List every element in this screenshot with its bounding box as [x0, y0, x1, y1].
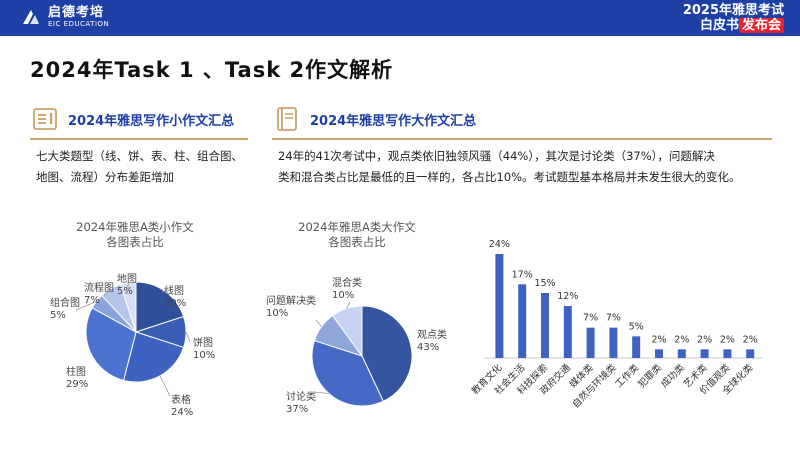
- bar-10: [723, 349, 732, 358]
- eic-logo-icon: [23, 10, 39, 24]
- pie1-pct-0: 20%: [164, 298, 186, 309]
- pie1-pct-2: 24%: [171, 407, 193, 418]
- event-title-line2: 白皮书 发布会: [683, 18, 784, 34]
- header-bar: 启德考培 EIC EDUCATION 2025年雅思考试 白皮书 发布会: [0, 0, 800, 36]
- bar-5: [609, 327, 618, 358]
- pie1-label-4: 组合图: [50, 296, 80, 309]
- bar-value-label-9: 2%: [697, 334, 712, 345]
- pie1-label-5: 流程图: [84, 281, 114, 294]
- bar-value-label-6: 5%: [629, 321, 644, 332]
- bar-1: [518, 284, 527, 358]
- pie2-pct-2: 10%: [266, 308, 288, 319]
- bar-value-label-3: 12%: [557, 291, 578, 302]
- event-badge-launch: 发布会: [738, 18, 784, 33]
- pie1-label-2: 表格: [171, 393, 191, 406]
- section-header-task1: 2024年雅思写作小作文汇总: [30, 104, 248, 140]
- task2-pie-title: 2024年雅思A类大作文 各图表占比: [282, 220, 432, 250]
- logo-cn-text: 启德考培: [48, 5, 105, 20]
- pie1-pct-6: 5%: [117, 286, 133, 297]
- pie2-label-2: 问题解决类: [266, 294, 316, 307]
- pie1-leader-2: [159, 375, 171, 397]
- pie2-label-0: 观点类: [417, 328, 447, 341]
- pie2-label-1: 讨论类: [286, 390, 316, 403]
- bar-6: [632, 336, 641, 358]
- pie2-leader-1: [313, 391, 329, 394]
- task1-pie-title: 2024年雅思A类小作文 各图表占比: [60, 220, 210, 250]
- pie1-pct-3: 29%: [66, 379, 88, 390]
- task2-pie-title-line2: 各图表占比: [328, 235, 386, 249]
- pie2-leader-2: [315, 319, 322, 327]
- bar-value-label-8: 2%: [674, 334, 689, 345]
- task1-desc-line1: 七大类题型（线、饼、表、柱、组合图、: [36, 149, 243, 163]
- bar-value-label-0: 24%: [489, 239, 510, 250]
- list-doc-icon: [33, 108, 57, 130]
- pie2-pct-0: 43%: [417, 342, 439, 353]
- logo-en-text: EIC EDUCATION: [48, 20, 110, 28]
- pie2-slice-1: [311, 339, 384, 407]
- bar-value-label-11: 2%: [743, 334, 758, 345]
- bar-value-label-5: 7%: [606, 313, 621, 324]
- task2-desc-line2: 类和混合类占比是最低的且一样的，各占比10%。考试题型基本格局并未发生很大的变化…: [278, 170, 741, 184]
- pie1-pct-5: 7%: [84, 295, 100, 306]
- pie1-pct-4: 5%: [50, 310, 66, 321]
- bar-category-label-8: 成功类: [658, 361, 687, 390]
- section-header-task2: 2024年雅思写作大作文汇总: [272, 104, 772, 140]
- task2-description: 24年的41次考试中，观点类依旧独领风骚（44%），其次是讨论类（37%），问题…: [278, 146, 778, 188]
- pie1-leader-4: [75, 300, 97, 311]
- pie1-leader-5: [103, 288, 111, 297]
- task1-desc-line2: 地图、流程）分布差距增加: [36, 170, 174, 184]
- section-title-task1: 2024年雅思写作小作文汇总: [68, 114, 235, 129]
- pie1-pct-1: 10%: [193, 350, 215, 361]
- bar-0: [495, 254, 504, 358]
- bar-category-label-7: 犯罪类: [635, 361, 664, 390]
- pie1-label-6: 地图: [117, 272, 137, 285]
- event-title: 2025年雅思考试 白皮书 发布会: [683, 3, 784, 34]
- task1-pie-title-line1: 2024年雅思A类小作文: [76, 220, 194, 234]
- task2-topic-bar-chart: 24%教育文化17%社会生活15%科技探索12%政府交通7%媒体类7%自然与环境…: [470, 239, 762, 410]
- pie1-label-0: 线图: [164, 284, 184, 297]
- task1-description: 七大类题型（线、饼、表、柱、组合图、 地图、流程）分布差距增加: [36, 146, 264, 188]
- bar-category-label-6: 工作类: [613, 361, 642, 390]
- bar-7: [655, 349, 663, 358]
- event-title-whitepaper: 白皮书: [699, 18, 739, 33]
- pie1-label-1: 饼图: [193, 336, 213, 349]
- pie2-label-3: 混合类: [332, 276, 362, 289]
- brand-logo: 启德考培 EIC EDUCATION: [20, 6, 109, 28]
- pie1-leader-1: [185, 331, 191, 343]
- page-title: 2024年Task 1 、Task 2作文解析: [30, 58, 394, 82]
- pie1-slice-3: [85, 307, 137, 382]
- bar-8: [677, 349, 686, 358]
- task2-pie-title-line1: 2024年雅思A类大作文: [298, 220, 416, 234]
- bar-3: [563, 306, 572, 358]
- pie2-pct-1: 37%: [286, 404, 308, 415]
- pie1-label-3: 柱图: [66, 365, 86, 378]
- section-title-task2: 2024年雅思写作大作文汇总: [310, 114, 477, 129]
- task2-desc-line1: 24年的41次考试中，观点类依旧独领风骚（44%），其次是讨论类（37%），问题…: [278, 149, 715, 163]
- bar-9: [700, 349, 709, 358]
- task1-pie-title-line2: 各图表占比: [106, 235, 164, 249]
- bar-value-label-7: 2%: [651, 334, 666, 345]
- pie1-slice-2: [122, 331, 185, 383]
- pie2-pct-3: 10%: [332, 290, 354, 301]
- bar-value-label-1: 17%: [512, 269, 533, 280]
- book-icon: [277, 107, 297, 131]
- pie2-leader-3: [346, 301, 351, 309]
- bar-11: [746, 349, 755, 358]
- bar-4: [586, 327, 595, 358]
- bar-2: [541, 293, 549, 358]
- bar-value-label-4: 7%: [583, 313, 598, 324]
- event-title-line1: 2025年雅思考试: [682, 3, 784, 18]
- bar-value-label-2: 15%: [534, 278, 555, 289]
- bar-value-label-10: 2%: [720, 334, 735, 345]
- pie2-slice-0: [361, 305, 413, 402]
